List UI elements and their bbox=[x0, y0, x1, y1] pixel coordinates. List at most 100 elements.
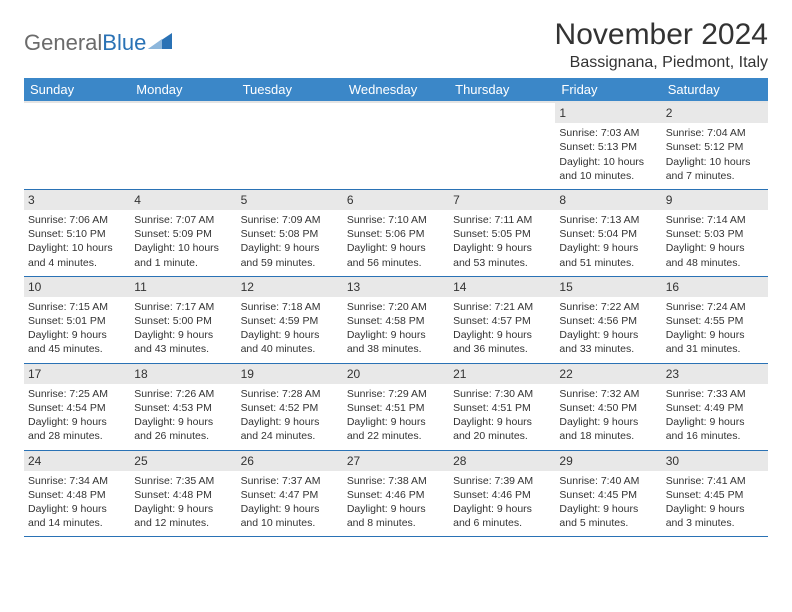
daylight2-text: and 7 minutes. bbox=[666, 169, 764, 183]
daylight2-text: and 56 minutes. bbox=[347, 256, 445, 270]
daylight1-text: Daylight: 9 hours bbox=[28, 415, 126, 429]
daylight1-text: Daylight: 10 hours bbox=[134, 241, 232, 255]
weekday-header: Saturday bbox=[662, 78, 768, 102]
day-number: 9 bbox=[662, 190, 768, 210]
daylight2-text: and 18 minutes. bbox=[559, 429, 657, 443]
title-block: November 2024 Bassignana, Piedmont, Ital… bbox=[555, 18, 768, 72]
sunset-text: Sunset: 5:04 PM bbox=[559, 227, 657, 241]
daylight1-text: Daylight: 9 hours bbox=[453, 415, 551, 429]
sunset-text: Sunset: 5:05 PM bbox=[453, 227, 551, 241]
sunrise-text: Sunrise: 7:11 AM bbox=[453, 213, 551, 227]
daylight1-text: Daylight: 9 hours bbox=[453, 241, 551, 255]
calendar-cell: . bbox=[130, 102, 236, 189]
daylight2-text: and 36 minutes. bbox=[453, 342, 551, 356]
daylight1-text: Daylight: 9 hours bbox=[134, 415, 232, 429]
sunrise-text: Sunrise: 7:26 AM bbox=[134, 387, 232, 401]
daylight2-text: and 48 minutes. bbox=[666, 256, 764, 270]
day-number: 5 bbox=[237, 190, 343, 210]
day-number: 23 bbox=[662, 364, 768, 384]
calendar-cell: 15Sunrise: 7:22 AMSunset: 4:56 PMDayligh… bbox=[555, 276, 661, 363]
daylight1-text: Daylight: 9 hours bbox=[241, 328, 339, 342]
daylight1-text: Daylight: 9 hours bbox=[347, 241, 445, 255]
day-number: 16 bbox=[662, 277, 768, 297]
day-number: 24 bbox=[24, 451, 130, 471]
day-number: 18 bbox=[130, 364, 236, 384]
sunrise-text: Sunrise: 7:34 AM bbox=[28, 474, 126, 488]
daylight1-text: Daylight: 9 hours bbox=[134, 502, 232, 516]
logo-text-blue: Blue bbox=[102, 30, 146, 56]
daylight1-text: Daylight: 10 hours bbox=[28, 241, 126, 255]
sunrise-text: Sunrise: 7:07 AM bbox=[134, 213, 232, 227]
sunset-text: Sunset: 5:00 PM bbox=[134, 314, 232, 328]
daylight2-text: and 38 minutes. bbox=[347, 342, 445, 356]
logo-text-general: General bbox=[24, 30, 102, 56]
calendar-cell: 4Sunrise: 7:07 AMSunset: 5:09 PMDaylight… bbox=[130, 189, 236, 276]
daylight2-text: and 4 minutes. bbox=[28, 256, 126, 270]
month-title: November 2024 bbox=[555, 18, 768, 52]
day-number: 17 bbox=[24, 364, 130, 384]
calendar-cell: 9Sunrise: 7:14 AMSunset: 5:03 PMDaylight… bbox=[662, 189, 768, 276]
sunrise-text: Sunrise: 7:13 AM bbox=[559, 213, 657, 227]
daylight2-text: and 33 minutes. bbox=[559, 342, 657, 356]
daylight1-text: Daylight: 9 hours bbox=[559, 241, 657, 255]
day-number: 30 bbox=[662, 451, 768, 471]
sunset-text: Sunset: 5:13 PM bbox=[559, 140, 657, 154]
calendar-cell: 7 Sunrise: 7:11 AMSunset: 5:05 PMDaylight… bbox=[449, 189, 555, 276]
daylight2-text: and 16 minutes. bbox=[666, 429, 764, 443]
weekday-header: Tuesday bbox=[237, 78, 343, 102]
sunset-text: Sunset: 4:59 PM bbox=[241, 314, 339, 328]
day-number: 6 bbox=[343, 190, 449, 210]
sunset-text: Sunset: 4:49 PM bbox=[666, 401, 764, 415]
calendar-cell: . bbox=[24, 102, 130, 189]
calendar-cell: 30Sunrise: 7:41 AMSunset: 4:45 PMDayligh… bbox=[662, 450, 768, 537]
sunset-text: Sunset: 5:06 PM bbox=[347, 227, 445, 241]
sunrise-text: Sunrise: 7:35 AM bbox=[134, 474, 232, 488]
daylight1-text: Daylight: 9 hours bbox=[559, 415, 657, 429]
sunrise-text: Sunrise: 7:21 AM bbox=[453, 300, 551, 314]
day-number: 22 bbox=[555, 364, 661, 384]
daylight1-text: Daylight: 9 hours bbox=[559, 328, 657, 342]
calendar-cell: 21Sunrise: 7:30 AMSunset: 4:51 PMDayligh… bbox=[449, 363, 555, 450]
weekday-header: Wednesday bbox=[343, 78, 449, 102]
sunrise-text: Sunrise: 7:22 AM bbox=[559, 300, 657, 314]
calendar-cell: 29Sunrise: 7:40 AMSunset: 4:45 PMDayligh… bbox=[555, 450, 661, 537]
daylight2-text: and 12 minutes. bbox=[134, 516, 232, 530]
day-number: 10 bbox=[24, 277, 130, 297]
sunrise-text: Sunrise: 7:15 AM bbox=[28, 300, 126, 314]
calendar-cell: 10 Sunrise: 7:15 AMSunset: 5:01 PMDayligh… bbox=[24, 276, 130, 363]
daylight1-text: Daylight: 10 hours bbox=[559, 155, 657, 169]
daylight1-text: Daylight: 9 hours bbox=[559, 502, 657, 516]
sunset-text: Sunset: 4:47 PM bbox=[241, 488, 339, 502]
sunset-text: Sunset: 5:10 PM bbox=[28, 227, 126, 241]
sunset-text: Sunset: 4:52 PM bbox=[241, 401, 339, 415]
day-number: 11 bbox=[130, 277, 236, 297]
daylight1-text: Daylight: 9 hours bbox=[347, 415, 445, 429]
day-number: 7 bbox=[449, 190, 555, 210]
sunrise-text: Sunrise: 7:20 AM bbox=[347, 300, 445, 314]
daylight2-text: and 59 minutes. bbox=[241, 256, 339, 270]
page-container: GeneralBlue November 2024 Bassignana, Pi… bbox=[0, 0, 792, 555]
daylight1-text: Daylight: 9 hours bbox=[666, 328, 764, 342]
calendar-cell: 26Sunrise: 7:37 AMSunset: 4:47 PMDayligh… bbox=[237, 450, 343, 537]
day-number: 21 bbox=[449, 364, 555, 384]
daylight1-text: Daylight: 9 hours bbox=[28, 328, 126, 342]
calendar-cell: 12Sunrise: 7:18 AMSunset: 4:59 PMDayligh… bbox=[237, 276, 343, 363]
daylight1-text: Daylight: 9 hours bbox=[453, 502, 551, 516]
day-number: 28 bbox=[449, 451, 555, 471]
sunset-text: Sunset: 5:01 PM bbox=[28, 314, 126, 328]
sunrise-text: Sunrise: 7:32 AM bbox=[559, 387, 657, 401]
calendar-cell: 24Sunrise: 7:34 AMSunset: 4:48 PMDayligh… bbox=[24, 450, 130, 537]
day-number: 3 bbox=[24, 190, 130, 210]
calendar-cell: . bbox=[449, 102, 555, 189]
day-number: 27 bbox=[343, 451, 449, 471]
sunrise-text: Sunrise: 7:04 AM bbox=[666, 126, 764, 140]
sunset-text: Sunset: 4:50 PM bbox=[559, 401, 657, 415]
weekday-header: Sunday bbox=[24, 78, 130, 102]
calendar-cell: 19Sunrise: 7:28 AMSunset: 4:52 PMDayligh… bbox=[237, 363, 343, 450]
day-number: 13 bbox=[343, 277, 449, 297]
sunset-text: Sunset: 4:45 PM bbox=[666, 488, 764, 502]
sunset-text: Sunset: 4:45 PM bbox=[559, 488, 657, 502]
weekday-header-row: Sunday Monday Tuesday Wednesday Thursday… bbox=[24, 78, 768, 102]
sunset-text: Sunset: 4:51 PM bbox=[347, 401, 445, 415]
daylight2-text: and 5 minutes. bbox=[559, 516, 657, 530]
